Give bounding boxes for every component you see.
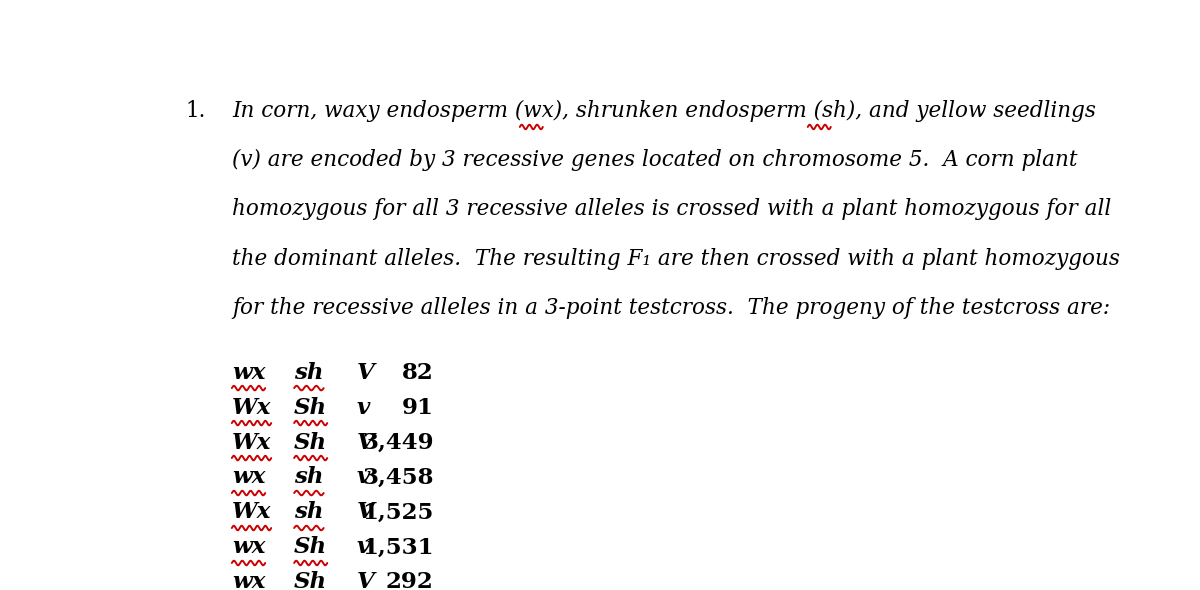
Text: sh: sh xyxy=(294,467,324,489)
Text: homozygous for all 3 recessive alleles is crossed with a plant homozygous for al: homozygous for all 3 recessive alleles i… xyxy=(232,198,1111,221)
Text: wx: wx xyxy=(232,467,265,489)
Text: 3,458: 3,458 xyxy=(362,467,433,489)
Text: V: V xyxy=(356,502,374,523)
Text: Sh: Sh xyxy=(294,431,328,454)
Text: sh: sh xyxy=(294,502,324,523)
Text: 1,531: 1,531 xyxy=(362,536,433,559)
Text: for the recessive alleles in a 3-point testcross.  The progeny of the testcross : for the recessive alleles in a 3-point t… xyxy=(232,297,1110,319)
Text: In corn, waxy endosperm (wx), shrunken endosperm (sh), and yellow seedlings: In corn, waxy endosperm (wx), shrunken e… xyxy=(232,100,1096,122)
Text: V: V xyxy=(356,362,374,384)
Text: Sh: Sh xyxy=(294,536,328,559)
Text: V: V xyxy=(356,572,374,590)
Text: Sh: Sh xyxy=(294,396,328,418)
Text: Wx: Wx xyxy=(232,502,271,523)
Text: the dominant alleles.  The resulting F₁ are then crossed with a plant homozygous: the dominant alleles. The resulting F₁ a… xyxy=(232,248,1120,270)
Text: wx: wx xyxy=(232,362,265,384)
Text: Wx: Wx xyxy=(232,396,271,418)
Text: v: v xyxy=(356,536,370,559)
Text: V: V xyxy=(356,431,374,454)
Text: 91: 91 xyxy=(402,396,433,418)
Text: v: v xyxy=(356,467,370,489)
Text: 82: 82 xyxy=(402,362,433,384)
Text: wx: wx xyxy=(232,572,265,590)
Text: sh: sh xyxy=(294,362,324,384)
Text: 1,525: 1,525 xyxy=(362,502,433,523)
Text: v: v xyxy=(356,396,370,418)
Text: Wx: Wx xyxy=(232,431,271,454)
Text: (v) are encoded by 3 recessive genes located on chromosome 5.  A corn plant: (v) are encoded by 3 recessive genes loc… xyxy=(232,149,1078,172)
Text: Sh: Sh xyxy=(294,572,328,590)
Text: wx: wx xyxy=(232,536,265,559)
Text: 1.: 1. xyxy=(185,100,205,122)
Text: 3,449: 3,449 xyxy=(362,431,433,454)
Text: 292: 292 xyxy=(386,572,433,590)
